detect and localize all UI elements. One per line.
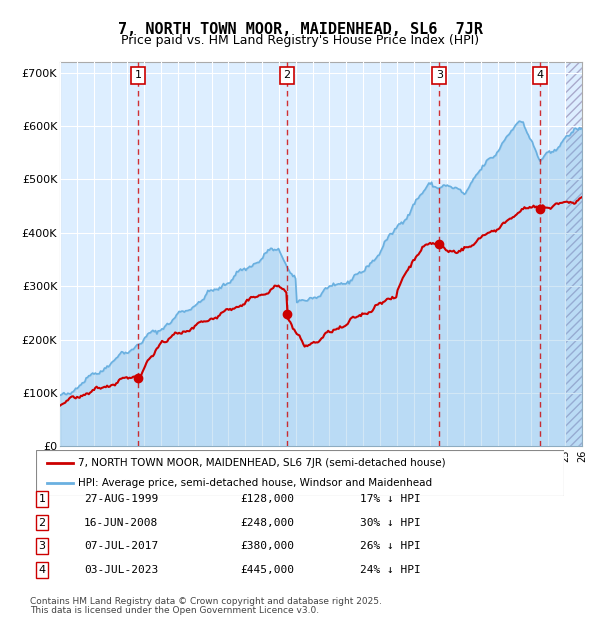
Text: 16-JUN-2008: 16-JUN-2008	[84, 518, 158, 528]
Text: 7, NORTH TOWN MOOR, MAIDENHEAD, SL6  7JR: 7, NORTH TOWN MOOR, MAIDENHEAD, SL6 7JR	[118, 22, 482, 37]
Text: 4: 4	[536, 70, 544, 81]
Text: 7, NORTH TOWN MOOR, MAIDENHEAD, SL6 7JR (semi-detached house): 7, NORTH TOWN MOOR, MAIDENHEAD, SL6 7JR …	[78, 458, 446, 467]
Text: £128,000: £128,000	[240, 494, 294, 504]
Text: 07-JUL-2017: 07-JUL-2017	[84, 541, 158, 551]
Text: 3: 3	[436, 70, 443, 81]
Text: 27-AUG-1999: 27-AUG-1999	[84, 494, 158, 504]
Text: 2: 2	[283, 70, 290, 81]
Text: 03-JUL-2023: 03-JUL-2023	[84, 565, 158, 575]
FancyBboxPatch shape	[36, 450, 564, 496]
Text: 17% ↓ HPI: 17% ↓ HPI	[360, 494, 421, 504]
Text: Price paid vs. HM Land Registry's House Price Index (HPI): Price paid vs. HM Land Registry's House …	[121, 34, 479, 47]
Text: 30% ↓ HPI: 30% ↓ HPI	[360, 518, 421, 528]
Text: 1: 1	[38, 494, 46, 504]
Bar	[565, 62, 590, 446]
Text: 24% ↓ HPI: 24% ↓ HPI	[360, 565, 421, 575]
Text: 3: 3	[38, 541, 46, 551]
Text: £248,000: £248,000	[240, 518, 294, 528]
Text: 1: 1	[135, 70, 142, 81]
Text: HPI: Average price, semi-detached house, Windsor and Maidenhead: HPI: Average price, semi-detached house,…	[78, 478, 433, 488]
Text: This data is licensed under the Open Government Licence v3.0.: This data is licensed under the Open Gov…	[30, 606, 319, 615]
Text: Contains HM Land Registry data © Crown copyright and database right 2025.: Contains HM Land Registry data © Crown c…	[30, 597, 382, 606]
Bar	[565, 62, 590, 446]
Text: 4: 4	[38, 565, 46, 575]
Text: 26% ↓ HPI: 26% ↓ HPI	[360, 541, 421, 551]
Text: 2: 2	[38, 518, 46, 528]
Text: £445,000: £445,000	[240, 565, 294, 575]
Text: £380,000: £380,000	[240, 541, 294, 551]
